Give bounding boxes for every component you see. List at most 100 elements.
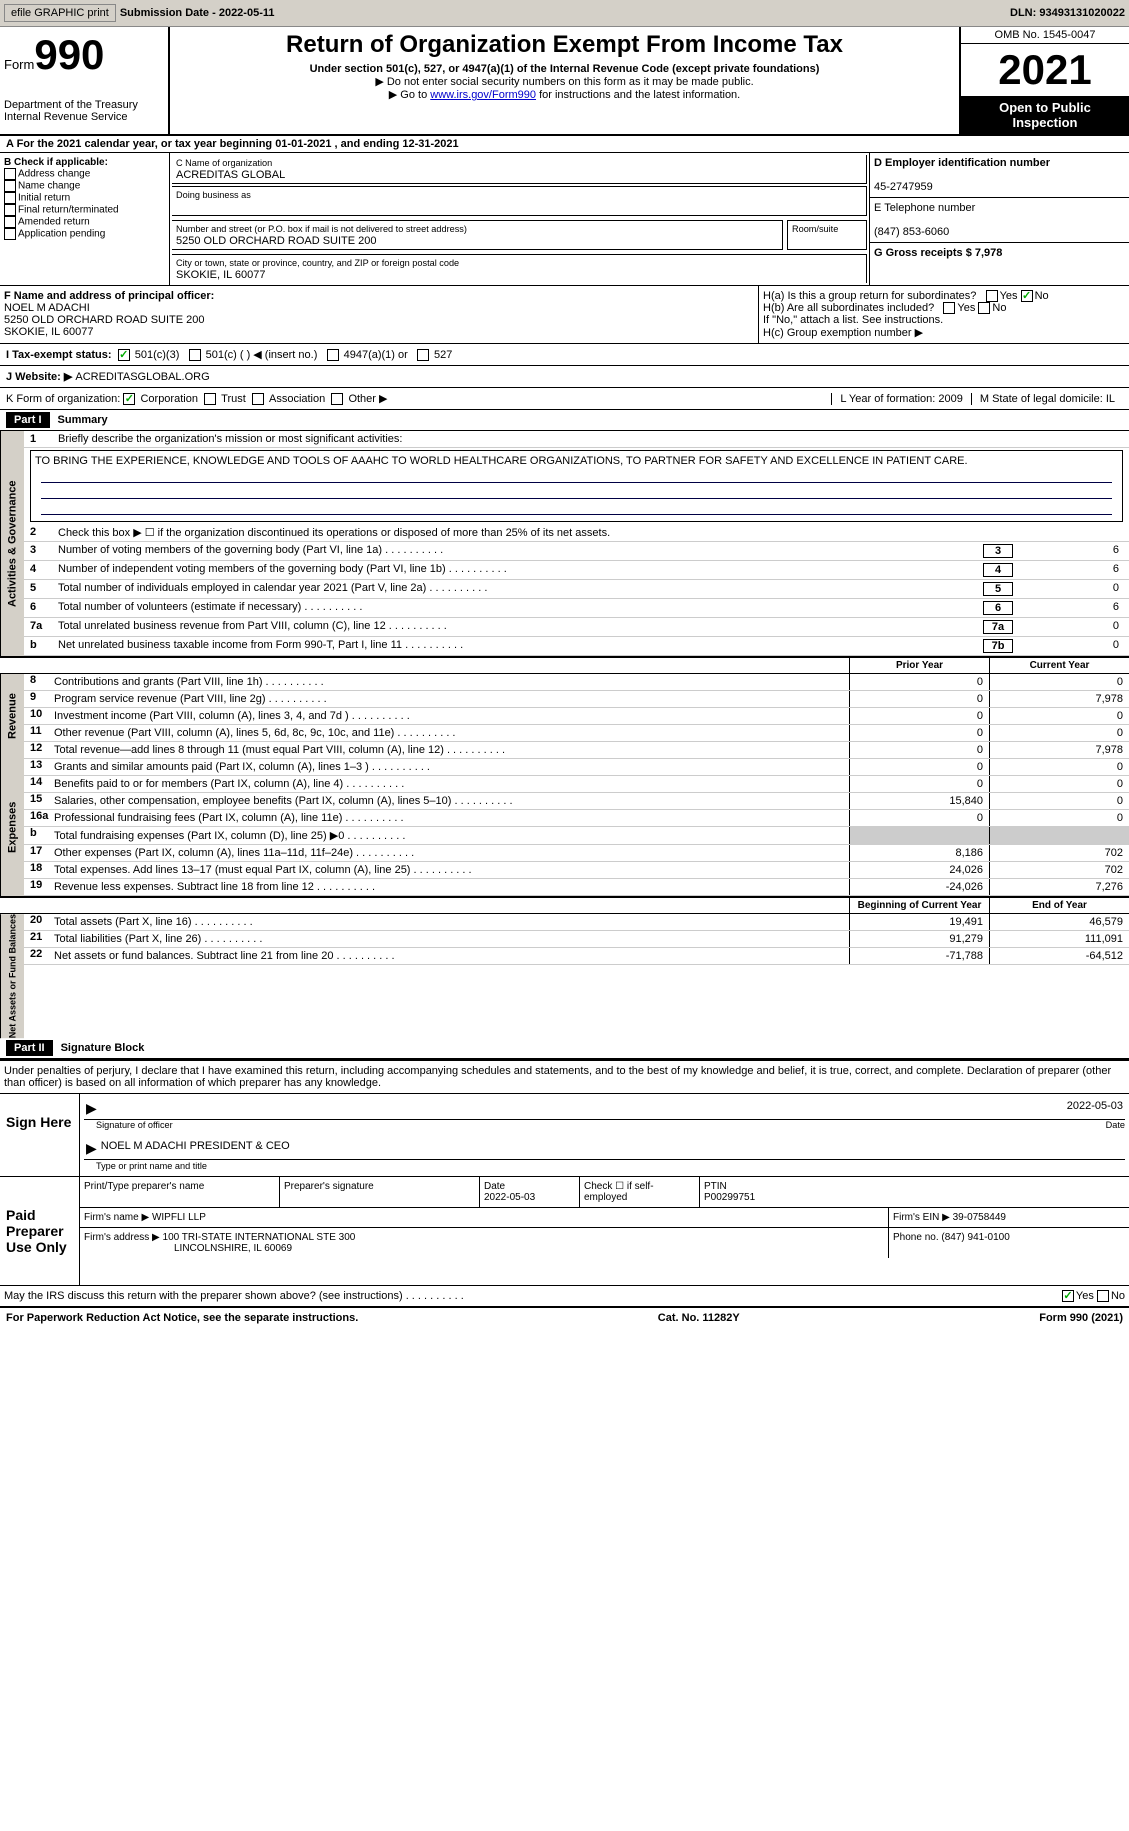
cb-other[interactable] [331, 393, 343, 405]
info-section: B Check if applicable: Address change Na… [0, 153, 1129, 285]
cb-501c3[interactable] [118, 349, 130, 361]
hb-lbl: H(b) Are all subordinates included? [763, 302, 934, 314]
part2-hdr: Part IISignature Block [0, 1038, 1129, 1059]
form-word: Form [4, 57, 34, 72]
data-line-17: 17Other expenses (Part IX, column (A), l… [24, 845, 1129, 862]
mission-lbl: Briefly describe the organization's miss… [58, 433, 1123, 445]
gross-receipts: G Gross receipts $ 7,978 [874, 247, 1002, 259]
prep-sig-lbl: Preparer's signature [280, 1177, 480, 1207]
open-inspection: Open to Public Inspection [961, 96, 1129, 134]
firm-addr: 100 TRI-STATE INTERNATIONAL STE 300 [163, 1232, 356, 1243]
signature-section: Under penalties of perjury, I declare th… [0, 1059, 1129, 1306]
hb-note: If "No," attach a list. See instructions… [763, 314, 1125, 326]
sub-date: Submission Date - 2022-05-11 [120, 7, 275, 19]
cb-name[interactable]: Name change [18, 181, 80, 192]
data-line-12: 12Total revenue—add lines 8 through 11 (… [24, 742, 1129, 759]
prep-date: 2022-05-03 [484, 1192, 535, 1203]
cb-corp[interactable] [123, 393, 135, 405]
org-city: SKOKIE, IL 60077 [176, 269, 265, 281]
ein-val: 45-2747959 [874, 181, 933, 193]
sign-here: Sign Here [0, 1094, 80, 1176]
form-header: Form990 Department of the Treasury Inter… [0, 27, 1129, 136]
data-line-b: bTotal fundraising expenses (Part IX, co… [24, 827, 1129, 845]
note-link-row: ▶ Go to www.irs.gov/Form990 for instruct… [174, 88, 955, 101]
section-b-hdr: B Check if applicable: [4, 157, 108, 168]
cb-address[interactable]: Address change [18, 169, 90, 180]
tel-val: (847) 853-6060 [874, 226, 949, 238]
org-address: 5250 OLD ORCHARD ROAD SUITE 200 [176, 235, 377, 247]
form990-link[interactable]: www.irs.gov/Form990 [430, 89, 536, 101]
line4: Number of independent voting members of … [58, 563, 983, 577]
cb-amended[interactable]: Amended return [18, 217, 90, 228]
cb-final[interactable]: Final return/terminated [18, 205, 119, 216]
dln-label: DLN: 93493131020022 [1010, 7, 1125, 19]
room-lbl: Room/suite [792, 224, 838, 234]
sig-date: 2022-05-03 [1067, 1100, 1123, 1117]
tel-lbl: E Telephone number [874, 202, 975, 214]
tax-year: 2021 [961, 44, 1129, 96]
cb-initial[interactable]: Initial return [18, 193, 70, 204]
main-title: Return of Organization Exempt From Incom… [174, 31, 955, 59]
vtab-netassets: Net Assets or Fund Balances [0, 914, 24, 1038]
website-val: ACREDITASGLOBAL.ORG [75, 371, 209, 383]
principal-row: F Name and address of principal officer:… [0, 285, 1129, 344]
ein-lbl: D Employer identification number [874, 157, 1050, 169]
dba-lbl: Doing business as [176, 190, 251, 200]
type-name-lbl: Type or print name and title [84, 1161, 207, 1171]
line-a-calendar: A For the 2021 calendar year, or tax yea… [0, 136, 1129, 153]
officer-addr2: SKOKIE, IL 60077 [4, 326, 93, 338]
website-row: J Website: ▶ ACREDITASGLOBAL.ORG [0, 366, 1129, 388]
tax-status-row: I Tax-exempt status: 501(c)(3) 501(c) ( … [0, 344, 1129, 366]
data-line-21: 21Total liabilities (Part X, line 26)91,… [24, 931, 1129, 948]
note-ssn: ▶ Do not enter social security numbers o… [174, 75, 955, 88]
discuss-no[interactable] [1097, 1290, 1109, 1302]
data-line-10: 10Investment income (Part VIII, column (… [24, 708, 1129, 725]
officer-name: NOEL M ADACHI [4, 302, 90, 314]
firm-name: WIPFLI LLP [152, 1212, 206, 1223]
omb-number: OMB No. 1545-0047 [961, 27, 1129, 44]
data-line-18: 18Total expenses. Add lines 13–17 (must … [24, 862, 1129, 879]
city-lbl: City or town, state or province, country… [176, 258, 459, 268]
cb-trust[interactable] [204, 393, 216, 405]
na-hdr: Beginning of Current Year End of Year [0, 896, 1129, 914]
vtab-revenue: Revenue [0, 674, 24, 759]
data-line-13: 13Grants and similar amounts paid (Part … [24, 759, 1129, 776]
summary-netassets: Net Assets or Fund Balances 20Total asse… [0, 914, 1129, 1038]
data-line-8: 8Contributions and grants (Part VIII, li… [24, 674, 1129, 691]
data-line-15: 15Salaries, other compensation, employee… [24, 793, 1129, 810]
cb-527[interactable] [417, 349, 429, 361]
cb-pending[interactable]: Application pending [18, 229, 105, 240]
officer-name-title: NOEL M ADACHI PRESIDENT & CEO [101, 1140, 290, 1157]
page-footer: For Paperwork Reduction Act Notice, see … [0, 1306, 1129, 1328]
cb-501c[interactable] [189, 349, 201, 361]
part1-hdr: Part ISummary [0, 410, 1129, 431]
mission-text: TO BRING THE EXPERIENCE, KNOWLEDGE AND T… [30, 450, 1123, 522]
discuss-row: May the IRS discuss this return with the… [0, 1286, 1129, 1306]
cb-assoc[interactable] [252, 393, 264, 405]
state-domicile: M State of legal domicile: IL [971, 393, 1123, 405]
officer-addr1: 5250 OLD ORCHARD ROAD SUITE 200 [4, 314, 205, 326]
cb-4947[interactable] [327, 349, 339, 361]
line2: Check this box ▶ ☐ if the organization d… [58, 526, 1123, 539]
sig-declaration: Under penalties of perjury, I declare th… [0, 1061, 1129, 1093]
hc-lbl: H(c) Group exemption number ▶ [763, 326, 1125, 339]
line5: Total number of individuals employed in … [58, 582, 983, 596]
ha-lbl: H(a) Is this a group return for subordin… [763, 290, 976, 302]
data-line-19: 19Revenue less expenses. Subtract line 1… [24, 879, 1129, 896]
f-lbl: F Name and address of principal officer: [4, 290, 214, 302]
efile-label: efile GRAPHIC print [4, 4, 116, 22]
vtab-activities: Activities & Governance [0, 431, 24, 656]
dept-treasury: Department of the Treasury [4, 99, 164, 111]
discuss-yes[interactable] [1062, 1290, 1074, 1302]
data-line-22: 22Net assets or fund balances. Subtract … [24, 948, 1129, 965]
prep-name-lbl: Print/Type preparer's name [80, 1177, 280, 1207]
rev-hdr: Prior Year Current Year [0, 656, 1129, 674]
org-name: ACREDITAS GLOBAL [176, 169, 285, 181]
korg-row: K Form of organization: Corporation Trus… [0, 388, 1129, 410]
self-emp-check[interactable]: Check ☐ if self-employed [580, 1177, 700, 1207]
paid-preparer: Paid Preparer Use Only [0, 1177, 80, 1285]
addr-lbl: Number and street (or P.O. box if mail i… [176, 224, 467, 234]
c-name-lbl: C Name of organization [176, 158, 272, 168]
irs-label: Internal Revenue Service [4, 111, 164, 123]
line7a: Total unrelated business revenue from Pa… [58, 620, 983, 634]
